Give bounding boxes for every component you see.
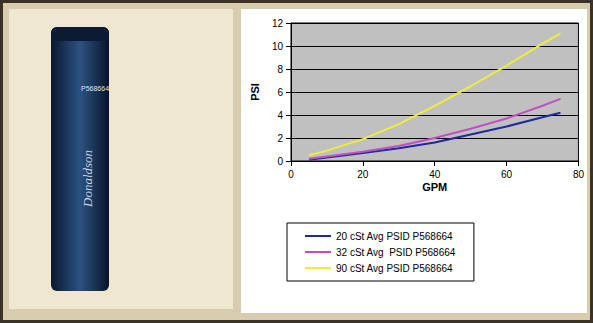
svg-text:12: 12 bbox=[272, 18, 284, 29]
svg-text:8: 8 bbox=[277, 64, 283, 75]
svg-text:2: 2 bbox=[277, 133, 283, 144]
svg-text:0: 0 bbox=[277, 156, 283, 167]
html-text:P568664: P568664 bbox=[81, 85, 109, 92]
svg-text:40: 40 bbox=[429, 169, 441, 180]
svg-text:20: 20 bbox=[357, 169, 369, 180]
svg-text:10: 10 bbox=[272, 41, 284, 52]
svg-text:PSI: PSI bbox=[249, 83, 261, 101]
svg-text:GPM: GPM bbox=[422, 181, 447, 193]
svg-text:32 cSt Avg PSID P568664: 32 cSt Avg PSID P568664 bbox=[336, 247, 456, 258]
svg-text:90 cSt Avg PSID P568664: 90 cSt Avg PSID P568664 bbox=[336, 263, 453, 274]
svg-text:80: 80 bbox=[573, 169, 585, 180]
svg-text:0: 0 bbox=[288, 169, 294, 180]
svg-text:20 cSt Avg PSID P568664: 20 cSt Avg PSID P568664 bbox=[336, 231, 453, 242]
svg-text:4: 4 bbox=[277, 110, 283, 121]
svg-text:60: 60 bbox=[501, 169, 513, 180]
svg-text:6: 6 bbox=[277, 87, 283, 98]
html-text:Donaldson: Donaldson bbox=[80, 149, 95, 207]
